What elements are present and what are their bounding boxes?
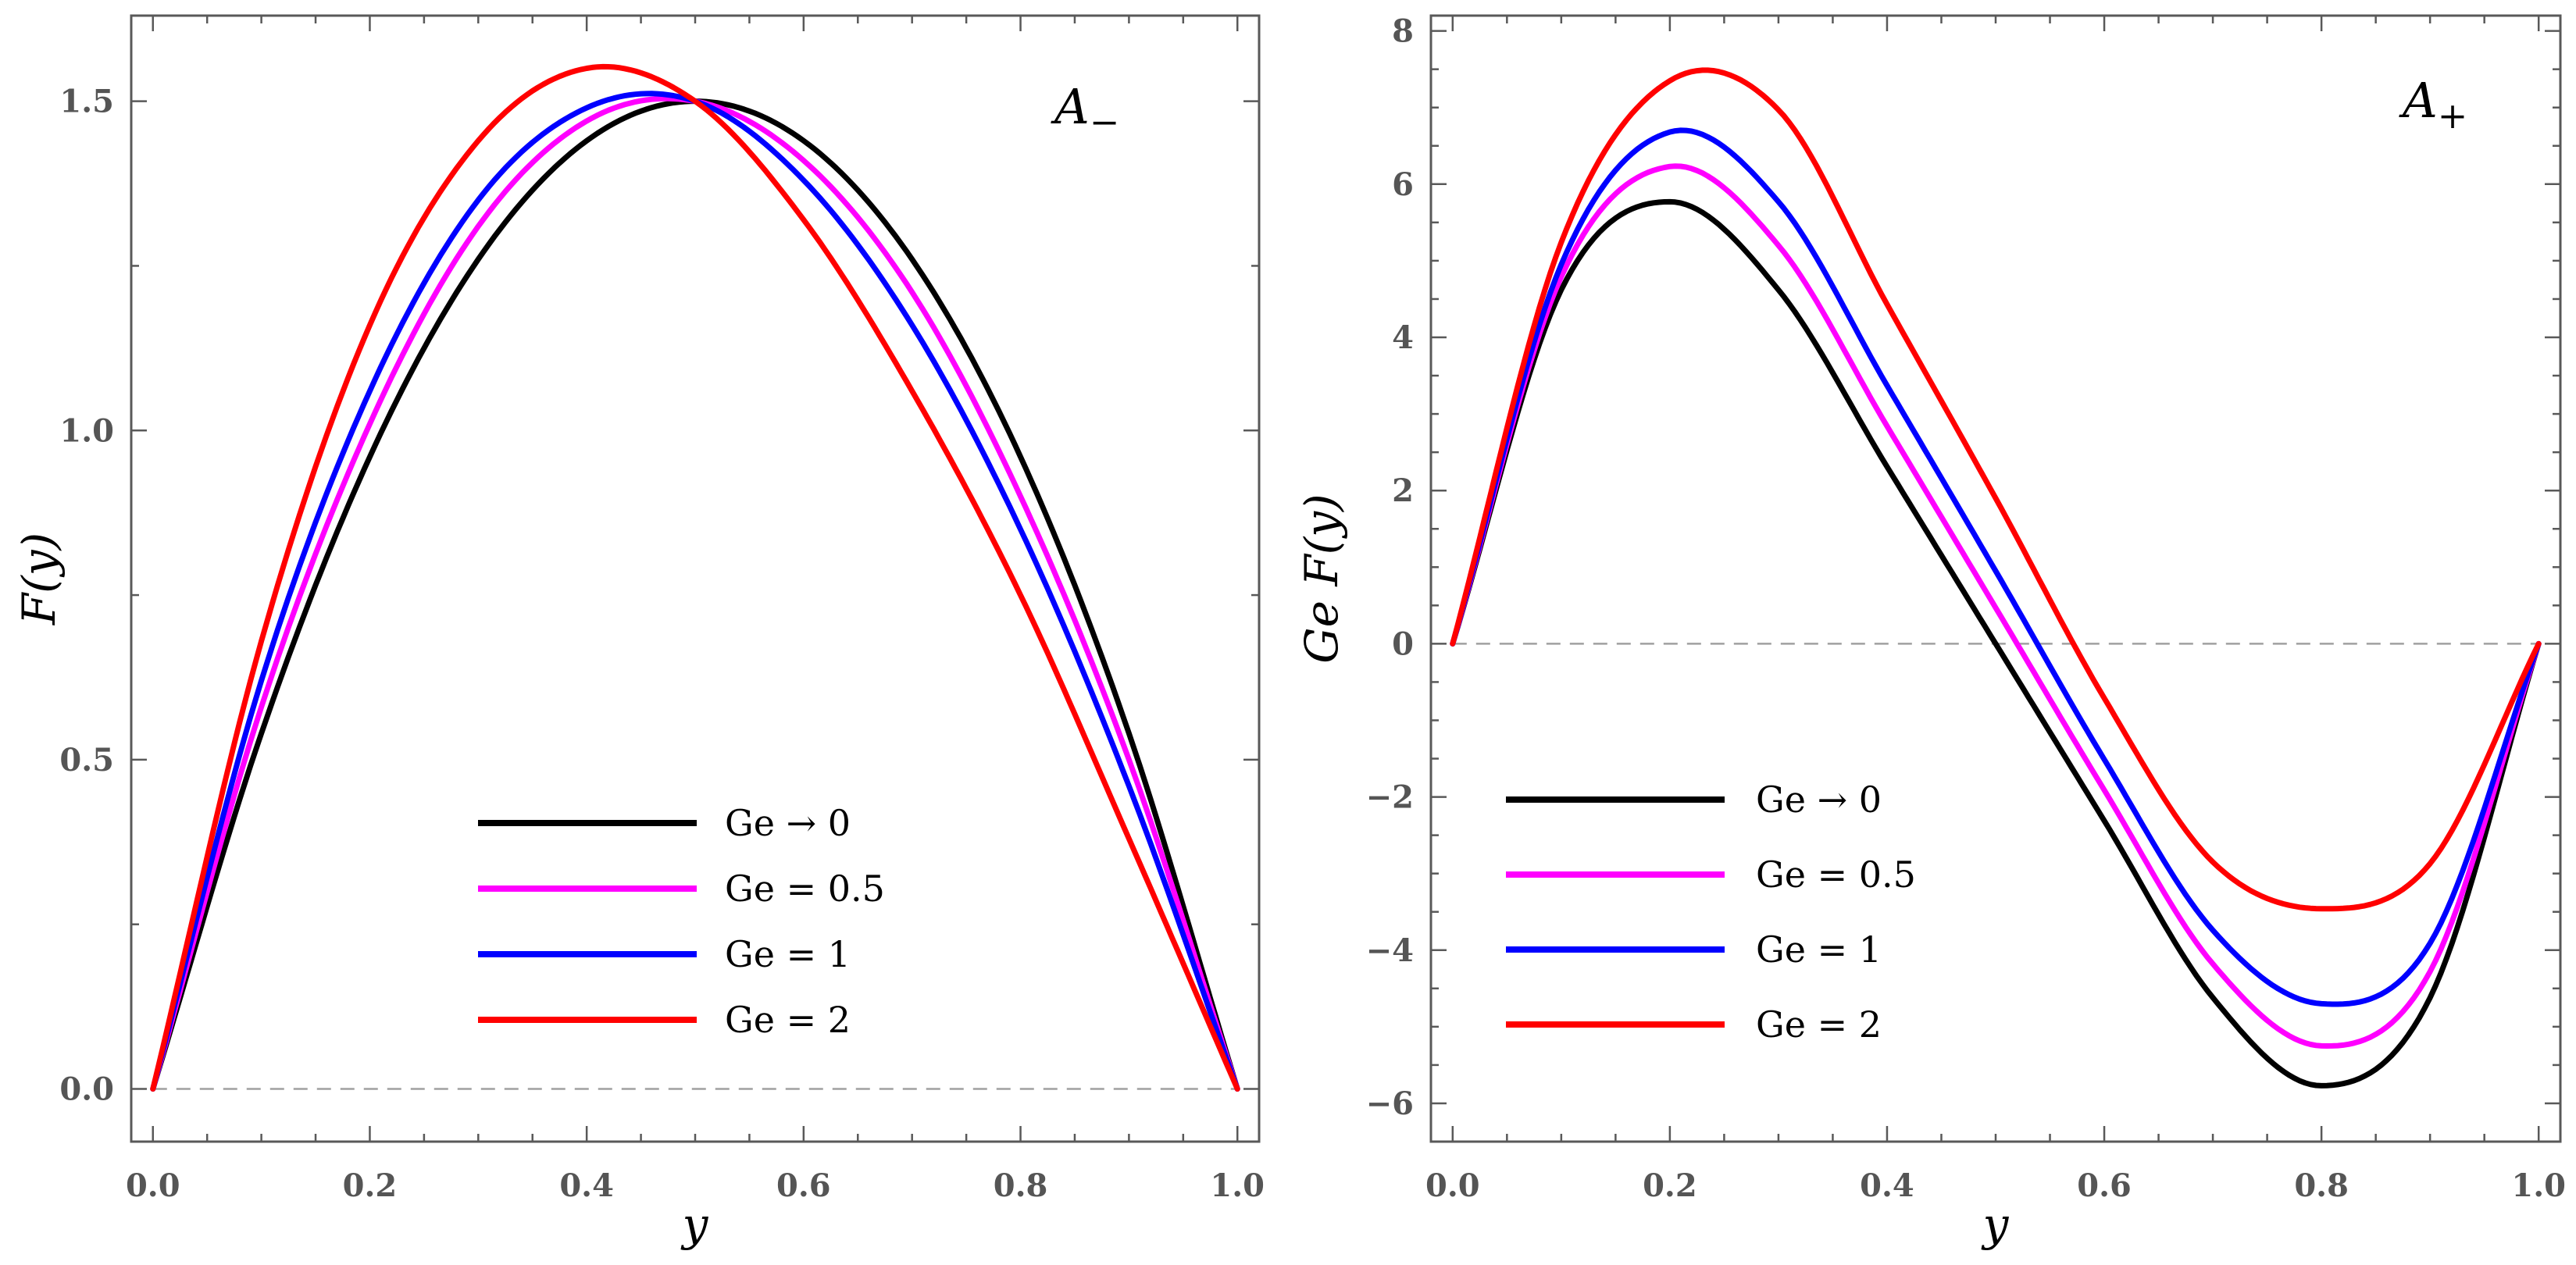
x-tick-label: 0.6 <box>776 1167 831 1204</box>
legend-label-1: Ge → 0 <box>1756 779 1882 821</box>
legend-label-2: Ge = 0.5 <box>1756 853 1916 896</box>
legend-label-3: Ge = 1 <box>725 933 851 975</box>
panel-2: 0.0 0.2 0.4 0.6 0.8 1.0 −6 −4 −2 0 2 4 6 8 Ge → 0 Ge = … <box>1295 13 2566 1251</box>
x-tick-label: 0.2 <box>343 1167 398 1204</box>
x-tick-label: 1.0 <box>1210 1167 1265 1204</box>
y-tick-label: −4 <box>1366 932 1414 969</box>
legend-label-4: Ge = 2 <box>725 999 851 1041</box>
y-axis-label: F(y) <box>12 533 66 625</box>
series-line-1 <box>1450 198 2542 1089</box>
series-line-4 <box>150 63 1240 1092</box>
panel-tag: A− <box>1051 78 1119 143</box>
y-tick-label: 8 <box>1392 13 1414 50</box>
series-line-2 <box>150 95 1240 1092</box>
x-axis-label: y <box>680 1198 709 1251</box>
series-line-4 <box>1450 67 2542 912</box>
x-tick-label: 0.6 <box>2077 1167 2132 1204</box>
plot-frame <box>1429 14 2562 1143</box>
x-tick-label: 0.8 <box>2294 1167 2349 1204</box>
x-tick-label: 1.0 <box>2511 1167 2566 1204</box>
plot-frame <box>130 14 1261 1143</box>
y-axis-label: Ge F(y) <box>1295 494 1348 663</box>
y-tick-label: 0.5 <box>59 742 114 779</box>
panel-tag: A+ <box>2399 72 2467 137</box>
panel-1: 0.0 0.2 0.4 0.6 0.8 1.0 0.0 0.5 1.0 1.5 Ge → 0 Ge =… <box>12 14 1265 1251</box>
y-tick-label: 6 <box>1392 166 1414 203</box>
legend-label-3: Ge = 1 <box>1756 928 1882 971</box>
series-line-1 <box>150 98 1240 1092</box>
x-tick-label: 0.2 <box>1643 1167 1697 1204</box>
y-tick-label: −2 <box>1366 779 1414 816</box>
legend-label-4: Ge = 2 <box>1756 1003 1882 1046</box>
legend-label-1: Ge → 0 <box>725 802 851 844</box>
x-tick-label: 0.8 <box>994 1167 1048 1204</box>
y-tick-label: 4 <box>1392 319 1414 356</box>
x-tick-label: 0.0 <box>1425 1167 1480 1204</box>
series-line-2 <box>1450 163 2542 1049</box>
x-tick-label: 0.4 <box>559 1167 614 1204</box>
y-tick-label: 2 <box>1392 472 1414 509</box>
x-tick-label: 0.4 <box>1860 1167 1914 1204</box>
legend-label-2: Ge = 0.5 <box>725 868 885 910</box>
y-tick-label: 0.0 <box>59 1071 114 1108</box>
y-tick-label: −6 <box>1366 1085 1414 1122</box>
series-line-3 <box>1450 127 2542 1007</box>
y-tick-label: 1.5 <box>59 84 114 120</box>
x-axis-label: y <box>1981 1198 2010 1251</box>
y-tick-label: 0 <box>1392 625 1414 662</box>
y-tick-label: 1.0 <box>59 412 114 449</box>
x-tick-label: 0.0 <box>126 1167 180 1204</box>
